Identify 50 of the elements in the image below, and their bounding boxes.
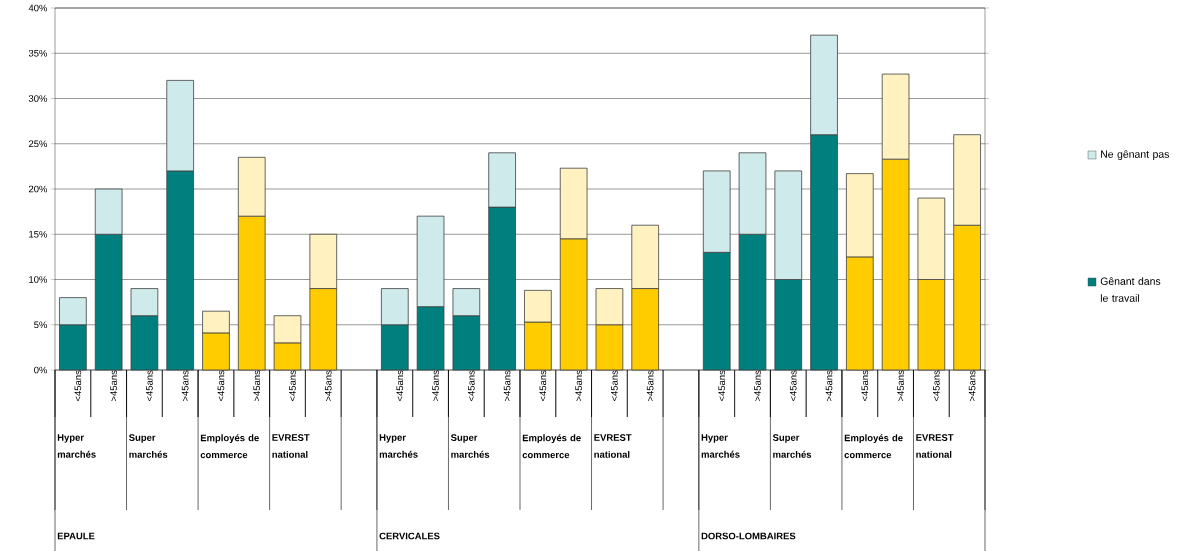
x-tick-label: >45ans [503,370,511,402]
y-tick-label: 5% [34,321,48,329]
y-tick-label: 20% [28,185,48,193]
text: DORSO-LOMBAIRES [701,532,796,540]
x-tick-label: <45ans [289,370,296,402]
text: Employés de commerce [200,434,259,459]
text: Super marchés [129,434,168,458]
y-tick-label: 40% [28,4,48,12]
x-tick-label: >45ans [110,370,117,402]
y-tick-label: 10% [29,276,48,283]
legend-label: Ne gênant pas [1101,150,1170,160]
text: EVREST national [272,434,310,458]
y-tick-label: 30% [28,95,48,102]
x-tick-label: <45ans [396,370,404,402]
x-tick-label: >45ans [575,370,582,402]
x-tick-label: <45ans [789,370,797,402]
text: Super marchés [450,434,490,458]
x-tick-label: >45ans [825,370,833,402]
x-tick-label: >45ans [897,370,904,402]
text: Employés de commerce [844,434,903,459]
text: EPAULE [57,532,95,540]
x-tick-label: <45ans [933,370,940,402]
x-tick-label: >45ans [253,370,261,402]
x-tick-label: <45ans [217,370,225,402]
x-tick-label: >45ans [968,370,976,402]
y-tick-label: 0% [34,366,48,374]
y-tick-label: 15% [29,230,48,238]
legend-label: Gênant dans le travail [1100,277,1161,302]
text: Super marchés [772,434,812,458]
x-tick-label: <45ans [861,370,869,402]
text: Employés de commerce [522,434,581,459]
y-tick-label: 25% [28,140,48,148]
text: Hyper marchés [701,434,740,458]
x-tick-label: >45ans [181,370,189,402]
x-tick-label: <45ans [468,370,475,402]
text: EVREST national [594,434,632,458]
x-tick-label: <45ans [611,370,618,402]
x-tick-label: <45ans [146,370,153,402]
y-tick-label: 35% [28,49,48,57]
x-tick-label: >45ans [754,370,761,402]
text: CERVICALES [379,532,440,540]
text: Hyper marchés [57,434,96,458]
text: EVREST national [916,434,954,458]
x-tick-label: >45ans [324,370,332,402]
text: Hyper marchés [379,434,418,458]
x-tick-label: <45ans [718,370,726,402]
x-tick-label: <45ans [539,370,547,402]
x-tick-label: >45ans [646,370,654,402]
x-tick-label: <45ans [74,370,82,402]
x-tick-label: >45ans [432,370,439,402]
